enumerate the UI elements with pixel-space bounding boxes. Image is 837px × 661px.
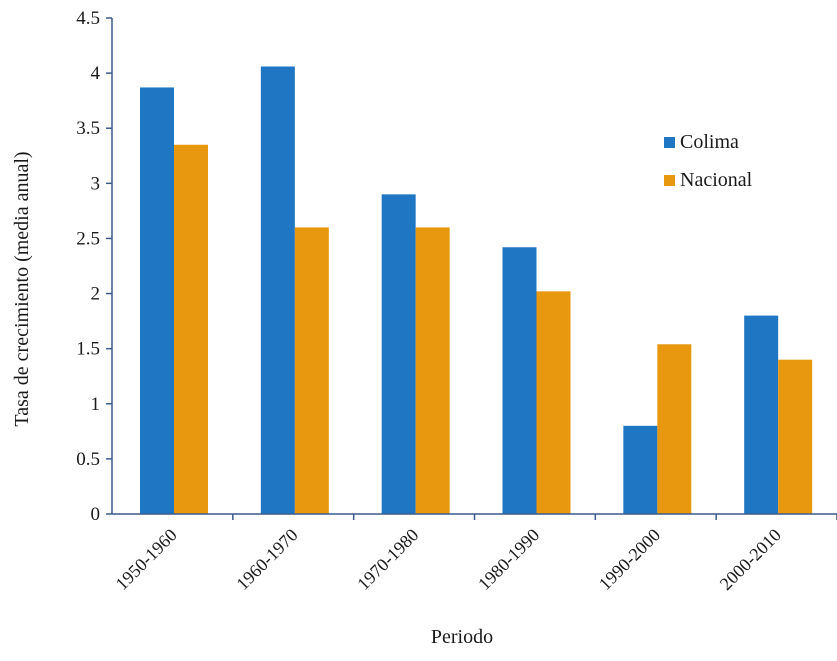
y-tick-label: 2: [91, 284, 101, 305]
y-tick-label: 0: [91, 504, 101, 525]
bar-nacional-1980-1990: [536, 291, 571, 514]
y-tick-label: 1: [91, 394, 101, 415]
bars-layer: [140, 66, 813, 515]
bar-colima-1950-1960: [140, 87, 174, 514]
bar-colima-1990-2000: [623, 425, 658, 514]
y-tick-label: 4.5: [76, 8, 100, 29]
x-category-label: 2000-2010: [716, 525, 785, 594]
legend-swatch-colima: [664, 137, 675, 148]
bar-nacional-1990-2000: [657, 344, 692, 514]
bar-nacional-1960-1970: [294, 227, 329, 514]
legend-label-nacional: Nacional: [680, 169, 753, 191]
y-axis-title: Tasa de crecimiento (media anual): [11, 151, 33, 426]
axes-layer: [106, 17, 837, 520]
legend: Colima Nacional: [664, 131, 753, 191]
y-tick-label: 1.5: [76, 339, 100, 360]
y-tick-label: 3.5: [76, 118, 100, 139]
bar-colima-2000-2010: [744, 315, 779, 514]
bar-nacional-1950-1960: [174, 144, 208, 514]
bar-colima-1970-1980: [381, 194, 416, 514]
legend-label-colima: Colima: [680, 131, 739, 153]
bar-colima-1980-1990: [502, 247, 537, 515]
x-axis-title: Periodo: [431, 626, 493, 648]
bar-nacional-2000-2010: [778, 359, 813, 514]
y-tick-label: 2.5: [76, 228, 100, 249]
bar-colima-1960-1970: [260, 66, 295, 515]
bar-nacional-1970-1980: [415, 227, 450, 514]
x-category-label: 1970-1980: [353, 525, 422, 594]
y-tick-label: 4: [91, 63, 101, 84]
y-tick-label: 0.5: [76, 449, 100, 470]
legend-swatch-nacional: [664, 175, 675, 186]
y-tick-label: 3: [91, 173, 101, 194]
x-category-label: 1950-1960: [112, 525, 181, 594]
x-category-label: 1990-2000: [595, 525, 664, 594]
x-category-label: 1980-1990: [474, 525, 543, 594]
x-category-label: 1960-1970: [232, 525, 301, 594]
